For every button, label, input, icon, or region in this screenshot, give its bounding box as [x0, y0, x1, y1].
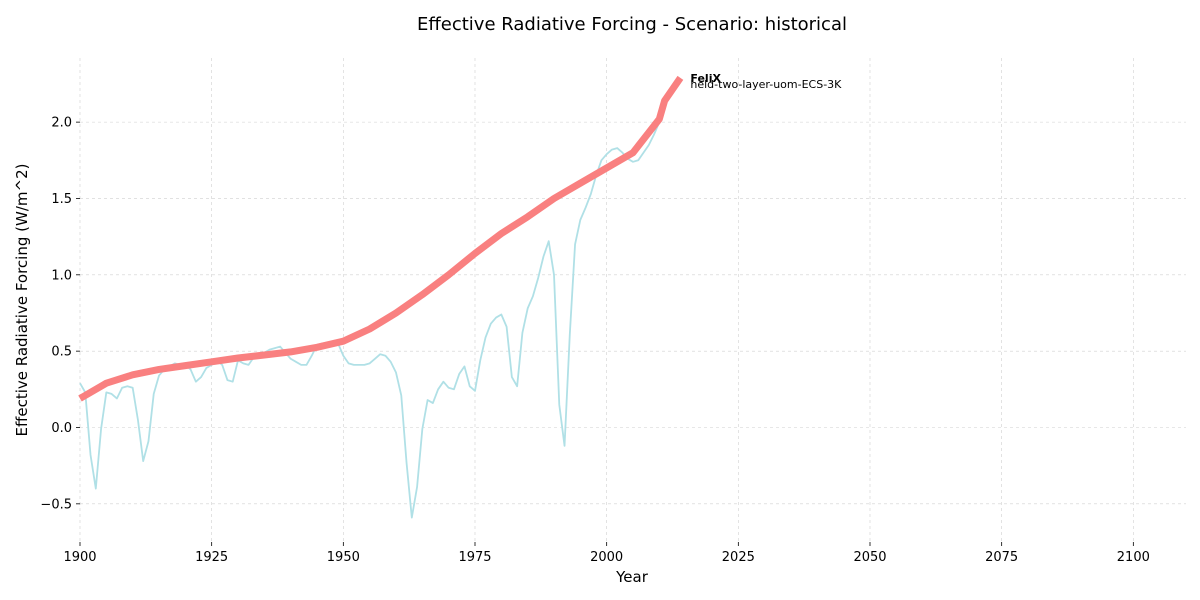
- y-tick-label: 1.5: [51, 192, 72, 207]
- axes: 1900 1925 1950 1975 2000 2025 2050 2075 2100 −0.5…: [40, 116, 1149, 565]
- x-tick-label: 1975: [458, 550, 491, 565]
- y-tick-label: 0.5: [51, 345, 72, 360]
- x-axis-label: Year: [615, 568, 649, 586]
- y-tick-label: −0.5: [40, 497, 72, 512]
- x-tick-label: 2000: [590, 550, 623, 565]
- chart-title: Effective Radiative Forcing - Scenario: …: [417, 14, 847, 35]
- x-tick-label: 2050: [853, 550, 886, 565]
- x-tick-label: 2100: [1117, 550, 1150, 565]
- x-tick-label: 1950: [327, 550, 360, 565]
- y-tick-label: 1.0: [51, 268, 72, 283]
- series-line-held-two-layer-uom-ecs-3k: [79, 81, 681, 519]
- x-tick-label: 1900: [63, 550, 96, 565]
- x-tick-label: 1925: [195, 550, 228, 565]
- series: [78, 75, 684, 519]
- x-tick-label: 2025: [722, 550, 755, 565]
- series-line-felix: [78, 75, 684, 402]
- series-label-felix: FeliX: [690, 72, 721, 85]
- y-axis-label: Effective Radiative Forcing (W/m^2): [13, 164, 31, 437]
- y-tick-label: 2.0: [51, 116, 72, 131]
- x-tick-label: 2075: [985, 550, 1018, 565]
- y-tick-label: 0.0: [51, 421, 72, 436]
- series-label-held: held-two-layer-uom-ECS-3K: [690, 78, 842, 91]
- grid: [79, 58, 1186, 542]
